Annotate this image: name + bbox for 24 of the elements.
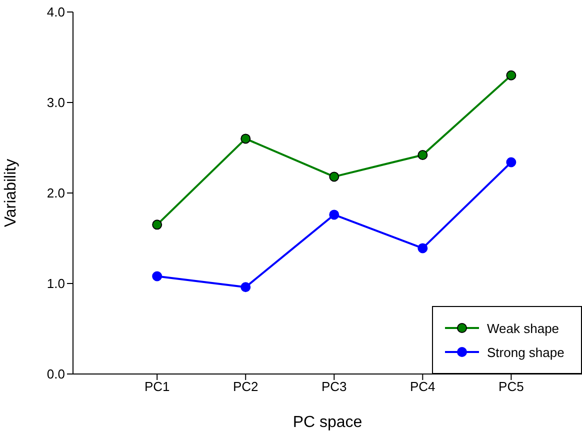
point [240,282,251,292]
point [329,210,340,220]
x-tick-label: PC5 [498,379,524,394]
y-tick-label: 1.0 [46,276,65,292]
point [152,220,162,230]
legend-label: Weak shape [487,320,560,336]
point [506,70,516,80]
point [506,157,516,168]
x-tick-label: PC3 [321,379,347,394]
point [418,150,428,160]
legend-label: Strong shape [487,344,564,360]
x-tick-label: PC1 [144,379,170,394]
y-tick-label: 2.0 [46,186,65,201]
y-axis-title: Variability [2,158,20,228]
point [240,134,251,144]
point [329,172,340,182]
x-axis-title: PC space [292,414,362,431]
x-tick-label: PC4 [410,379,436,394]
x-tick-label: PC2 [232,379,258,394]
y-tick-label: 0.0 [46,366,65,382]
y-tick-label: 3.0 [46,95,65,110]
point [152,271,162,282]
y-tick-label: 4.0 [46,4,65,20]
point [418,243,428,254]
